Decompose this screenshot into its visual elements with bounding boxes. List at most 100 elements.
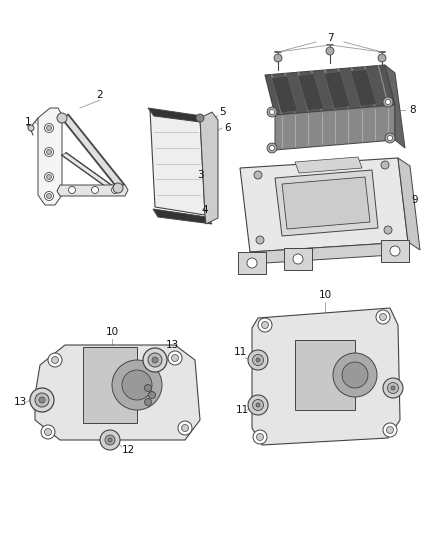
Text: 11: 11 — [233, 347, 247, 357]
Circle shape — [45, 148, 53, 157]
Polygon shape — [350, 69, 377, 106]
Circle shape — [342, 362, 368, 388]
Circle shape — [293, 254, 303, 264]
Circle shape — [28, 125, 34, 131]
Circle shape — [383, 378, 403, 398]
Circle shape — [52, 357, 59, 364]
Circle shape — [261, 321, 268, 328]
Text: 11: 11 — [235, 405, 249, 415]
Circle shape — [39, 397, 45, 403]
Polygon shape — [324, 71, 350, 108]
Ellipse shape — [287, 340, 303, 410]
Polygon shape — [398, 158, 420, 250]
Circle shape — [113, 183, 123, 193]
Ellipse shape — [74, 347, 92, 423]
Circle shape — [256, 403, 260, 407]
Circle shape — [383, 423, 397, 437]
Circle shape — [247, 258, 257, 268]
Circle shape — [172, 354, 179, 361]
Polygon shape — [295, 340, 355, 410]
Circle shape — [388, 135, 392, 141]
Circle shape — [122, 370, 152, 400]
Polygon shape — [381, 240, 409, 262]
Text: 8: 8 — [410, 105, 416, 115]
Circle shape — [256, 358, 260, 362]
Circle shape — [46, 149, 52, 155]
Circle shape — [388, 383, 399, 393]
Polygon shape — [250, 242, 408, 264]
Circle shape — [258, 318, 272, 332]
Circle shape — [253, 430, 267, 444]
Circle shape — [35, 393, 49, 407]
Circle shape — [391, 386, 395, 390]
Text: 3: 3 — [197, 170, 203, 180]
Polygon shape — [200, 112, 218, 224]
Text: 4: 4 — [201, 205, 208, 215]
Circle shape — [384, 226, 392, 234]
Polygon shape — [62, 153, 122, 195]
Polygon shape — [272, 76, 297, 113]
Circle shape — [269, 109, 275, 115]
Circle shape — [108, 438, 112, 442]
Circle shape — [248, 395, 268, 415]
Circle shape — [326, 47, 334, 55]
Polygon shape — [240, 158, 408, 252]
Text: 5: 5 — [219, 107, 225, 117]
Circle shape — [112, 360, 162, 410]
Polygon shape — [385, 65, 405, 148]
Circle shape — [178, 421, 192, 435]
Circle shape — [267, 107, 277, 117]
Circle shape — [152, 357, 158, 363]
Circle shape — [92, 187, 99, 193]
Polygon shape — [275, 170, 378, 236]
Polygon shape — [252, 308, 400, 445]
Circle shape — [103, 433, 117, 447]
Circle shape — [274, 54, 282, 62]
Circle shape — [48, 353, 62, 367]
Circle shape — [181, 424, 188, 432]
Circle shape — [143, 348, 167, 372]
Circle shape — [269, 146, 275, 150]
Polygon shape — [62, 115, 124, 188]
Circle shape — [41, 425, 55, 439]
Polygon shape — [284, 248, 312, 270]
Text: 13: 13 — [166, 340, 179, 350]
Text: 10: 10 — [318, 290, 332, 300]
Circle shape — [385, 133, 395, 143]
Circle shape — [390, 246, 400, 256]
Circle shape — [190, 202, 196, 208]
Polygon shape — [38, 108, 62, 205]
Circle shape — [376, 310, 390, 324]
Circle shape — [45, 429, 52, 435]
Circle shape — [383, 97, 393, 107]
Text: 6: 6 — [225, 123, 231, 133]
Circle shape — [106, 437, 113, 443]
Circle shape — [381, 161, 389, 169]
Circle shape — [112, 187, 119, 193]
Circle shape — [386, 426, 393, 433]
Polygon shape — [148, 108, 208, 123]
Polygon shape — [57, 185, 128, 196]
Circle shape — [196, 114, 204, 122]
Circle shape — [145, 384, 152, 392]
Text: 1: 1 — [25, 117, 31, 127]
Circle shape — [46, 174, 52, 180]
Polygon shape — [275, 105, 395, 150]
Circle shape — [184, 179, 191, 185]
Text: 2: 2 — [97, 90, 103, 100]
Ellipse shape — [347, 340, 363, 410]
Text: 7: 7 — [327, 33, 333, 43]
Circle shape — [45, 124, 53, 133]
Circle shape — [187, 199, 199, 211]
Circle shape — [45, 173, 53, 182]
Circle shape — [257, 433, 264, 440]
Text: 12: 12 — [121, 445, 134, 455]
Polygon shape — [298, 74, 324, 111]
Circle shape — [385, 100, 391, 104]
Circle shape — [68, 187, 75, 193]
Circle shape — [267, 143, 277, 153]
Circle shape — [168, 351, 182, 365]
Circle shape — [333, 353, 377, 397]
Text: 9: 9 — [412, 195, 418, 205]
Circle shape — [379, 313, 386, 320]
